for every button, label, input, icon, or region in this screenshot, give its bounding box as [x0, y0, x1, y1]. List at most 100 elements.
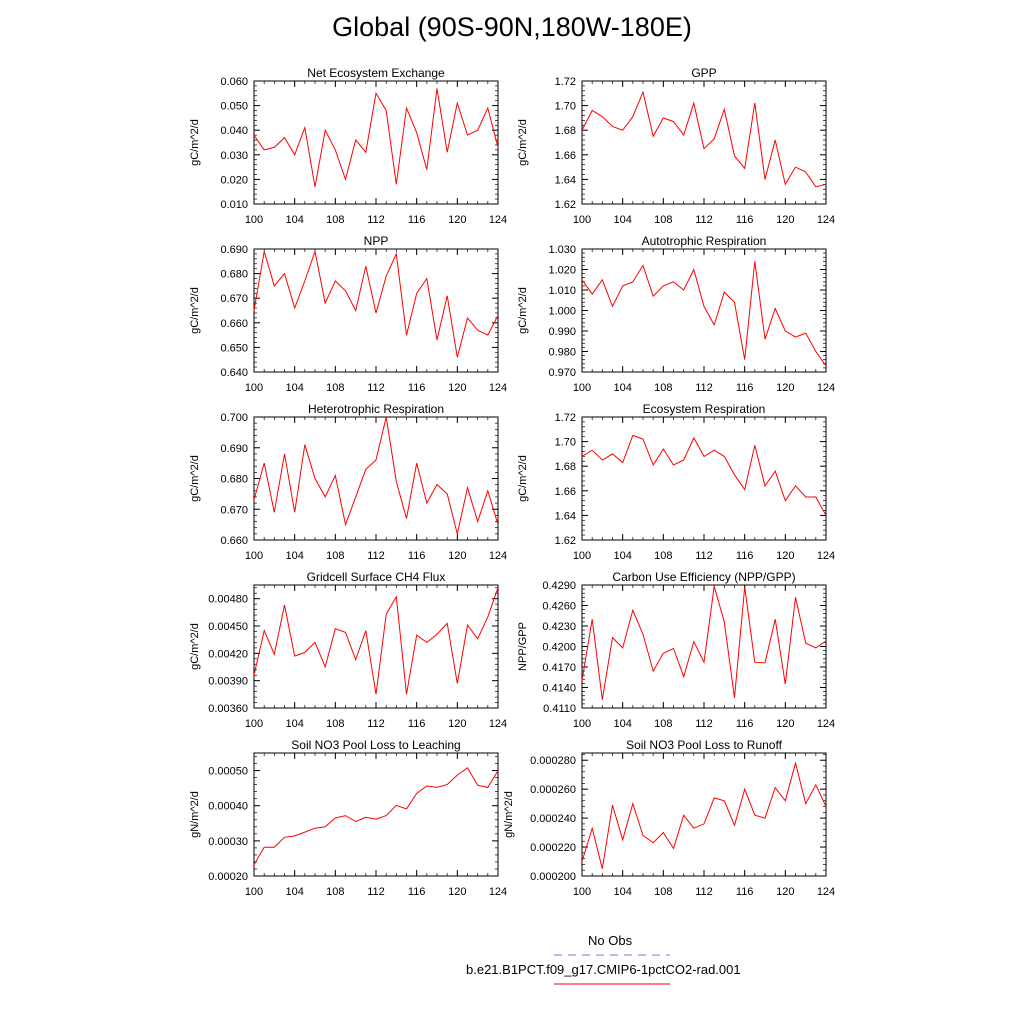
chart-net-ecosystem-exchange-x-tick-label: 104 [285, 214, 303, 226]
chart-heterotrophic-respiration-x-tick-label: 124 [489, 550, 507, 562]
chart-gridcell-surface-ch4-flux-y-tick-label: 0.00360 [208, 703, 248, 715]
chart-npp-y-tick-label: 0.640 [220, 367, 248, 379]
chart-gridcell-surface-ch4-flux-y-axis-label: gC/m^2/d [189, 623, 201, 670]
chart-gpp-x-tick-label: 104 [613, 214, 631, 226]
chart-gridcell-surface-ch4-flux-x-tick-label: 124 [489, 718, 507, 730]
chart-carbon-use-efficiency-npp-gpp-y-tick-label: 0.4230 [542, 621, 576, 633]
chart-soil-no3-pool-loss-to-leaching-frame [253, 752, 499, 877]
chart-gridcell-surface-ch4-flux-x-tick-label: 116 [408, 718, 426, 730]
chart-heterotrophic-respiration-x-tick-label: 120 [448, 550, 466, 562]
chart-ecosystem-respiration-y-tick-label: 1.68 [555, 461, 576, 473]
chart-autotrophic-respiration-y-tick-label: 1.030 [548, 244, 576, 256]
chart-ecosystem-respiration-x-tick-label: 104 [613, 550, 631, 562]
chart-npp-title: NPP [364, 234, 389, 248]
chart-gpp-x-tick-label: 124 [817, 214, 835, 226]
chart-soil-no3-pool-loss-to-leaching-x-tick-label: 116 [408, 886, 426, 898]
chart-heterotrophic-respiration-title: Heterotrophic Respiration [308, 402, 444, 416]
chart-autotrophic-respiration-title: Autotrophic Respiration [642, 234, 767, 248]
chart-heterotrophic-respiration-y-tick-label: 0.680 [220, 474, 248, 486]
chart-carbon-use-efficiency-npp-gpp-y-tick-label: 0.4110 [543, 703, 576, 715]
chart-heterotrophic-respiration-y-tick-label: 0.700 [220, 412, 248, 424]
chart-autotrophic-respiration-y-tick-label: 0.990 [548, 326, 576, 338]
chart-npp-x-tick-label: 120 [448, 382, 466, 394]
chart-soil-no3-pool-loss-to-runoff-y-tick-label: 0.000220 [530, 842, 576, 854]
chart-npp-y-tick-label: 0.690 [220, 244, 248, 256]
chart-npp-x-tick-label: 112 [367, 382, 385, 394]
chart-autotrophic-respiration-y-tick-label: 1.010 [548, 285, 576, 297]
chart-autotrophic-respiration-y-axis-label: gC/m^2/d [517, 287, 529, 334]
chart-net-ecosystem-exchange-panel: Net Ecosystem Exchange 100 104 108 112 116 120… [189, 66, 507, 226]
chart-carbon-use-efficiency-npp-gpp-x-tick-label: 104 [613, 718, 631, 730]
chart-autotrophic-respiration-x-tick-label: 104 [613, 382, 631, 394]
chart-soil-no3-pool-loss-to-runoff-y-tick-label: 0.000260 [530, 784, 576, 796]
chart-carbon-use-efficiency-npp-gpp-x-tick-label: 100 [573, 718, 591, 730]
chart-gridcell-surface-ch4-flux-y-tick-label: 0.00480 [208, 594, 248, 606]
chart-heterotrophic-respiration-y-tick-label: 0.690 [220, 443, 248, 455]
chart-net-ecosystem-exchange-x-tick-label: 116 [408, 214, 426, 226]
chart-soil-no3-pool-loss-to-leaching-y-tick-label: 0.00050 [208, 766, 248, 778]
chart-autotrophic-respiration-series-line [581, 261, 827, 367]
chart-soil-no3-pool-loss-to-runoff-y-tick-label: 0.000280 [530, 755, 576, 767]
chart-gpp-y-tick-label: 1.64 [555, 174, 576, 186]
chart-carbon-use-efficiency-npp-gpp-y-tick-label: 0.4170 [542, 662, 576, 674]
chart-gridcell-surface-ch4-flux-x-tick-label: 100 [245, 718, 263, 730]
chart-net-ecosystem-exchange-x-tick-label: 112 [367, 214, 385, 226]
chart-autotrophic-respiration-y-tick-label: 0.970 [548, 367, 576, 379]
chart-ecosystem-respiration-x-tick-label: 108 [654, 550, 672, 562]
chart-npp-x-tick-label: 100 [245, 382, 263, 394]
chart-soil-no3-pool-loss-to-leaching-x-tick-label: 112 [367, 886, 385, 898]
chart-soil-no3-pool-loss-to-runoff-x-tick-label: 112 [695, 886, 713, 898]
chart-soil-no3-pool-loss-to-runoff-x-tick-label: 100 [573, 886, 591, 898]
chart-net-ecosystem-exchange-x-tick-label: 108 [326, 214, 344, 226]
chart-net-ecosystem-exchange-y-tick-label: 0.010 [220, 199, 248, 211]
chart-soil-no3-pool-loss-to-runoff-x-tick-label: 120 [776, 886, 794, 898]
chart-carbon-use-efficiency-npp-gpp-x-tick-label: 112 [695, 718, 713, 730]
chart-net-ecosystem-exchange-y-tick-label: 0.040 [220, 125, 248, 137]
chart-ecosystem-respiration-y-axis-label: gC/m^2/d [517, 455, 529, 502]
chart-net-ecosystem-exchange-x-tick-label: 120 [448, 214, 466, 226]
chart-npp-x-tick-label: 108 [326, 382, 344, 394]
chart-soil-no3-pool-loss-to-runoff-series-line [581, 761, 827, 869]
chart-soil-no3-pool-loss-to-runoff-x-tick-label: 116 [736, 886, 754, 898]
chart-npp-y-axis-label: gC/m^2/d [189, 287, 201, 334]
chart-ecosystem-respiration-y-tick-label: 1.66 [555, 486, 576, 498]
chart-heterotrophic-respiration-x-tick-label: 112 [367, 550, 385, 562]
chart-gridcell-surface-ch4-flux-title: Gridcell Surface CH4 Flux [307, 570, 446, 584]
chart-carbon-use-efficiency-npp-gpp-x-tick-label: 116 [736, 718, 754, 730]
chart-gridcell-surface-ch4-flux-x-tick-label: 104 [285, 718, 303, 730]
chart-soil-no3-pool-loss-to-leaching-x-tick-label: 120 [448, 886, 466, 898]
chart-gpp-x-tick-label: 116 [736, 214, 754, 226]
chart-carbon-use-efficiency-npp-gpp-x-tick-label: 108 [654, 718, 672, 730]
chart-autotrophic-respiration-x-tick-label: 108 [654, 382, 672, 394]
chart-soil-no3-pool-loss-to-runoff-x-tick-label: 124 [817, 886, 835, 898]
chart-carbon-use-efficiency-npp-gpp-panel: Carbon Use Efficiency (NPP/GPP) 100 104 108… [517, 570, 835, 730]
chart-net-ecosystem-exchange-series-line [253, 88, 499, 187]
chart-gpp-title: GPP [691, 66, 716, 80]
chart-net-ecosystem-exchange-y-tick-label: 0.030 [220, 150, 248, 162]
chart-soil-no3-pool-loss-to-leaching-y-tick-label: 0.00020 [208, 871, 248, 883]
chart-npp-x-tick-label: 116 [408, 382, 426, 394]
chart-soil-no3-pool-loss-to-leaching-series-line [253, 767, 499, 866]
chart-carbon-use-efficiency-npp-gpp-y-tick-label: 0.4140 [542, 683, 576, 695]
chart-soil-no3-pool-loss-to-leaching-x-tick-label: 124 [489, 886, 507, 898]
chart-gridcell-surface-ch4-flux-x-tick-label: 120 [448, 718, 466, 730]
chart-heterotrophic-respiration-y-axis-label: gC/m^2/d [189, 455, 201, 502]
chart-soil-no3-pool-loss-to-runoff-frame [581, 752, 827, 877]
chart-soil-no3-pool-loss-to-leaching-x-tick-label: 100 [245, 886, 263, 898]
chart-npp-x-tick-label: 104 [285, 382, 303, 394]
legend-label-no-obs: No Obs [588, 933, 633, 948]
chart-ecosystem-respiration-y-tick-label: 1.62 [555, 535, 576, 547]
chart-npp-y-tick-label: 0.680 [220, 269, 248, 281]
chart-net-ecosystem-exchange-frame [253, 80, 499, 205]
chart-ecosystem-respiration-frame [581, 416, 827, 541]
chart-autotrophic-respiration-x-tick-label: 124 [817, 382, 835, 394]
legend-swatch-no-obs [554, 954, 670, 956]
legend-swatch-model-run [554, 983, 670, 985]
chart-soil-no3-pool-loss-to-runoff-x-tick-label: 108 [654, 886, 672, 898]
chart-ecosystem-respiration-title: Ecosystem Respiration [643, 402, 766, 416]
chart-ecosystem-respiration-y-tick-label: 1.70 [555, 437, 576, 449]
chart-soil-no3-pool-loss-to-runoff-y-tick-label: 0.000240 [530, 813, 576, 825]
chart-npp-panel: NPP 100 104 108 112 116 120 124 0.640 0.650 0.660 0… [189, 234, 507, 394]
chart-ecosystem-respiration-x-tick-label: 112 [695, 550, 713, 562]
